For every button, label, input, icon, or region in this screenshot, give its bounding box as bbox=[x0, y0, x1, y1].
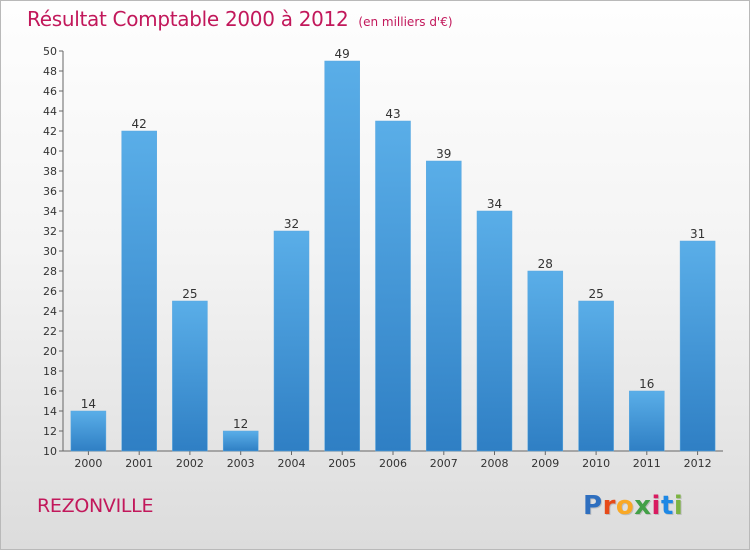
y-tick-label: 24 bbox=[43, 305, 57, 318]
y-tick-label: 50 bbox=[43, 45, 57, 58]
x-tick-label-2002: 2002 bbox=[176, 457, 204, 470]
logo-letter: P bbox=[583, 491, 603, 521]
logo-letter: t bbox=[660, 491, 674, 521]
x-tick-label-2006: 2006 bbox=[379, 457, 407, 470]
value-label-2010: 25 bbox=[588, 287, 603, 301]
bar-2011 bbox=[629, 390, 665, 452]
bar-series: 14 42 25 12 32 49 43 39 34 28 25 16 31 bbox=[70, 47, 716, 452]
y-tick-label: 36 bbox=[43, 185, 57, 198]
y-tick-label: 42 bbox=[43, 125, 57, 138]
x-tick-label-2007: 2007 bbox=[430, 457, 458, 470]
y-tick-label: 46 bbox=[43, 85, 57, 98]
logo-letter: i bbox=[673, 491, 684, 521]
value-label-2012: 31 bbox=[690, 227, 705, 241]
value-label-2004: 32 bbox=[284, 217, 299, 231]
chart-title-main: Résultat Comptable 2000 à 2012 bbox=[27, 7, 349, 31]
x-tick-label-2012: 2012 bbox=[684, 457, 712, 470]
chart-title: Résultat Comptable 2000 à 2012 (en millie… bbox=[27, 7, 453, 31]
value-label-2008: 34 bbox=[487, 197, 502, 211]
bar-2004 bbox=[273, 230, 310, 452]
value-label-2011: 16 bbox=[639, 377, 654, 391]
y-tick-label: 30 bbox=[43, 245, 57, 258]
bar-2007 bbox=[426, 160, 462, 452]
value-label-2001: 42 bbox=[132, 117, 147, 131]
y-tick-label: 14 bbox=[43, 405, 57, 418]
logo-letter: x bbox=[634, 491, 652, 521]
x-tick-label-2008: 2008 bbox=[481, 457, 509, 470]
logo-letter: r bbox=[602, 491, 616, 521]
value-label-2007: 39 bbox=[436, 147, 451, 161]
proxiti-logo: Proxiti bbox=[583, 491, 683, 521]
x-axis: 2000 2001 2002 2003 2004 2005 2006 2007 2008 2009… bbox=[63, 450, 723, 470]
value-label-2003: 12 bbox=[233, 417, 248, 431]
bar-2002 bbox=[172, 300, 208, 452]
y-tick-label: 16 bbox=[43, 385, 57, 398]
x-tick-label-2001: 2001 bbox=[125, 457, 153, 470]
x-tick-label-2003: 2003 bbox=[227, 457, 255, 470]
y-axis: 10 12 14 16 18 20 22 24 26 28 30 32 34 36 38 40 42 44 46 48… bbox=[43, 45, 64, 458]
bar-2010 bbox=[578, 300, 614, 452]
y-tick-label: 32 bbox=[43, 225, 57, 238]
city-name: REZONVILLE bbox=[37, 495, 154, 517]
bar-2009 bbox=[527, 270, 564, 452]
y-tick-label: 12 bbox=[43, 425, 57, 438]
bar-2005 bbox=[324, 60, 360, 452]
y-tick-label: 26 bbox=[43, 285, 57, 298]
x-tick-label-2005: 2005 bbox=[328, 457, 356, 470]
bar-2000 bbox=[70, 410, 107, 452]
value-label-2005: 49 bbox=[335, 47, 350, 61]
x-tick-label-2011: 2011 bbox=[633, 457, 661, 470]
value-label-2009: 28 bbox=[538, 257, 553, 271]
x-tick-label-2004: 2004 bbox=[278, 457, 306, 470]
logo-letter: o bbox=[615, 491, 635, 521]
y-tick-label: 22 bbox=[43, 325, 57, 338]
x-tick-label-2010: 2010 bbox=[582, 457, 610, 470]
bar-2001 bbox=[121, 130, 157, 452]
bar-2006 bbox=[375, 120, 411, 452]
y-tick-label: 44 bbox=[43, 105, 57, 118]
bar-2012 bbox=[679, 240, 716, 452]
value-label-2000: 14 bbox=[81, 397, 96, 411]
x-tick-label-2000: 2000 bbox=[74, 457, 102, 470]
bar-2008 bbox=[476, 210, 513, 452]
y-tick-label: 10 bbox=[43, 445, 57, 458]
bar-2003 bbox=[222, 430, 259, 452]
logo-letter: i bbox=[651, 491, 661, 521]
y-tick-label: 20 bbox=[43, 345, 57, 358]
y-tick-label: 34 bbox=[43, 205, 57, 218]
y-tick-label: 18 bbox=[43, 365, 57, 378]
y-tick-label: 48 bbox=[43, 65, 57, 78]
y-tick-label: 28 bbox=[43, 265, 57, 278]
y-tick-label: 40 bbox=[43, 145, 57, 158]
x-tick-label-2009: 2009 bbox=[531, 457, 559, 470]
chart-title-unit: (en milliers d'€) bbox=[358, 15, 453, 29]
value-label-2002: 25 bbox=[182, 287, 197, 301]
y-tick-label: 38 bbox=[43, 165, 57, 178]
value-label-2006: 43 bbox=[385, 107, 400, 121]
